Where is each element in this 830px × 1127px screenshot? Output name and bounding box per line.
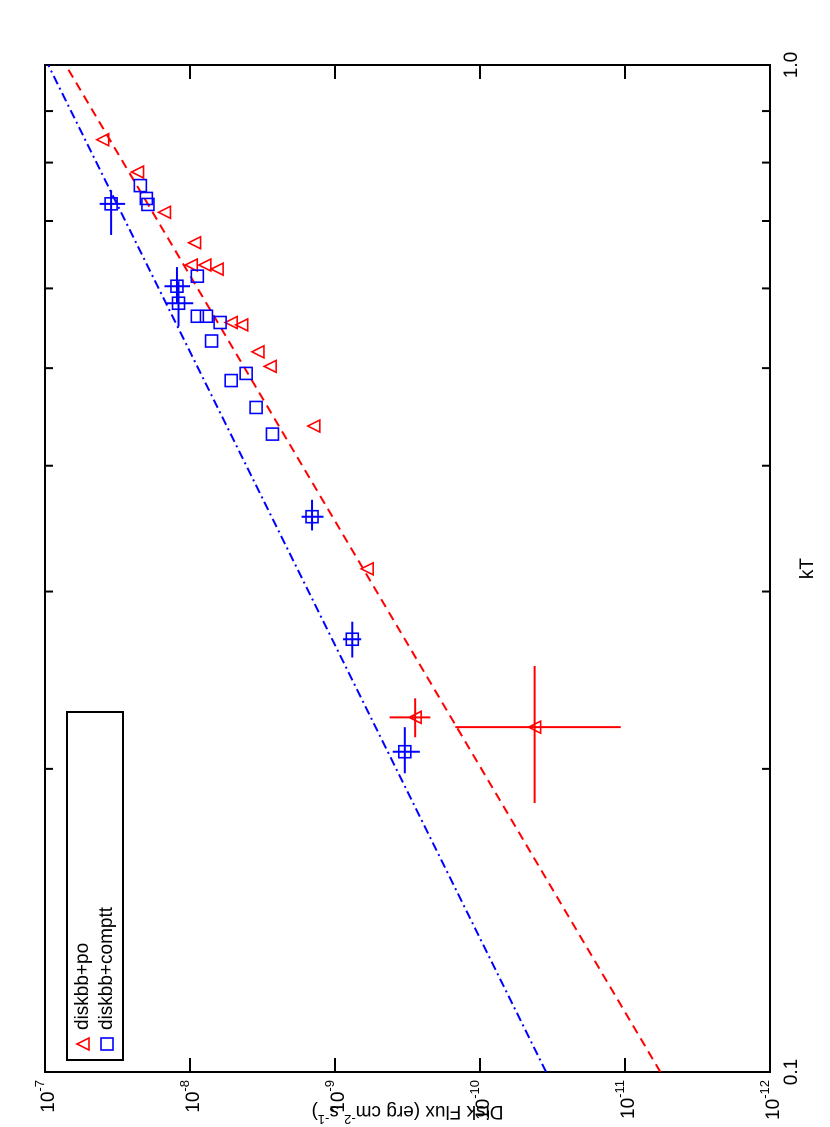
y-tick-base: 10 (38, 1092, 59, 1113)
y-tick-exponent: -8 (177, 1080, 192, 1092)
triangle-marker (262, 359, 277, 374)
y-tick-label: 10-12 (757, 1080, 784, 1120)
square-marker (171, 296, 186, 311)
y-tick-base: 10 (473, 1099, 494, 1120)
x-tick-label: 1.0 (781, 52, 802, 78)
legend-label: diskbb+po (72, 943, 93, 1030)
triangle-marker (186, 235, 202, 251)
legend-box (66, 711, 124, 1061)
y-tick-label: 10-11 (612, 1080, 639, 1119)
y-tick-label: 10-8 (177, 1080, 204, 1113)
y-tick-label: 10-9 (322, 1080, 349, 1113)
x-tick-label: 0.1 (781, 1059, 802, 1085)
rotated-plot: 0.11.010-1210-1110-1010-910-810-7kTDisk … (32, 52, 818, 1127)
triangle-marker (209, 261, 224, 277)
y-label-exponent: -2 (344, 1112, 356, 1127)
y-axis-label: Disk Flux (erg cm-2 s-1) (311, 1101, 503, 1127)
triangle-marker (94, 132, 110, 147)
fit-line (47, 65, 548, 1072)
square-marker (104, 197, 118, 211)
square-marker (398, 744, 412, 759)
square-marker (190, 269, 205, 283)
square-marker (190, 309, 205, 324)
square-marker (141, 197, 155, 212)
triangle-marker (156, 205, 172, 220)
triangle-marker (233, 317, 249, 333)
legend-label: diskbb+comptt (96, 906, 117, 1030)
triangle-marker (306, 418, 321, 434)
square-marker (213, 315, 227, 330)
y-tick-label: 10-10 (467, 1080, 494, 1120)
square-marker (224, 373, 238, 388)
square-marker (265, 427, 280, 441)
y-tick-base: 10 (328, 1092, 349, 1113)
x-axis-label: kT (797, 558, 818, 580)
square-marker (345, 632, 360, 647)
triangle-marker (526, 719, 542, 735)
triangle-marker (359, 561, 374, 577)
y-label-text: s (329, 1101, 344, 1122)
legend-marker (75, 1036, 90, 1052)
triangle-marker (197, 257, 212, 273)
y-tick-exponent: -9 (322, 1080, 337, 1092)
y-tick-base: 10 (618, 1098, 639, 1119)
plot-frame (44, 64, 771, 1073)
y-tick-base: 10 (183, 1092, 204, 1113)
legend-marker (100, 1037, 114, 1051)
y-tick-exponent: -7 (32, 1080, 47, 1092)
y-tick-label: 10-7 (32, 1080, 59, 1113)
triangle-marker (129, 164, 145, 180)
triangle-marker (407, 710, 422, 725)
square-marker (199, 309, 214, 324)
square-marker (305, 509, 319, 524)
y-tick-base: 10 (763, 1099, 784, 1120)
y-label-text: ) (311, 1101, 317, 1122)
square-marker (133, 178, 148, 193)
square-marker (204, 334, 219, 348)
y-tick-exponent: -10 (467, 1080, 482, 1099)
square-marker (170, 279, 184, 294)
y-label-exponent: -1 (318, 1112, 330, 1127)
triangle-marker (223, 315, 238, 330)
square-marker (249, 400, 263, 415)
y-label-text: Disk Flux (erg cm (356, 1101, 504, 1122)
triangle-marker (250, 344, 265, 360)
y-tick-exponent: -11 (612, 1080, 627, 1098)
y-tick-exponent: -12 (757, 1080, 772, 1099)
square-marker (239, 366, 253, 381)
